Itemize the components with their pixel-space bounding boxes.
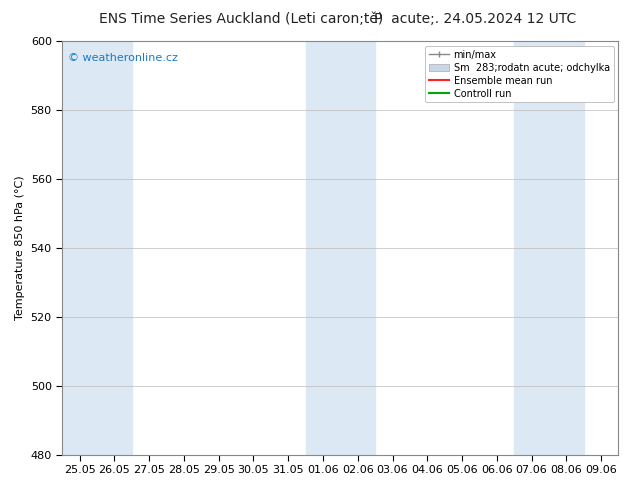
- Y-axis label: Temperature 850 hPa (°C): Temperature 850 hPa (°C): [15, 175, 25, 320]
- Bar: [306, 41, 340, 455]
- Bar: [514, 41, 549, 455]
- Text: ENS Time Series Auckland (Leti caron;tě): ENS Time Series Auckland (Leti caron;tě): [99, 12, 383, 26]
- Bar: [97, 41, 132, 455]
- Legend: min/max, Sm  283;rodatn acute; odchylka, Ensemble mean run, Controll run: min/max, Sm 283;rodatn acute; odchylka, …: [425, 46, 614, 102]
- Bar: [62, 41, 97, 455]
- Text: P  acute;. 24.05.2024 12 UTC: P acute;. 24.05.2024 12 UTC: [374, 12, 577, 26]
- Text: © weatheronline.cz: © weatheronline.cz: [68, 53, 178, 64]
- Bar: [549, 41, 584, 455]
- Bar: [340, 41, 375, 455]
